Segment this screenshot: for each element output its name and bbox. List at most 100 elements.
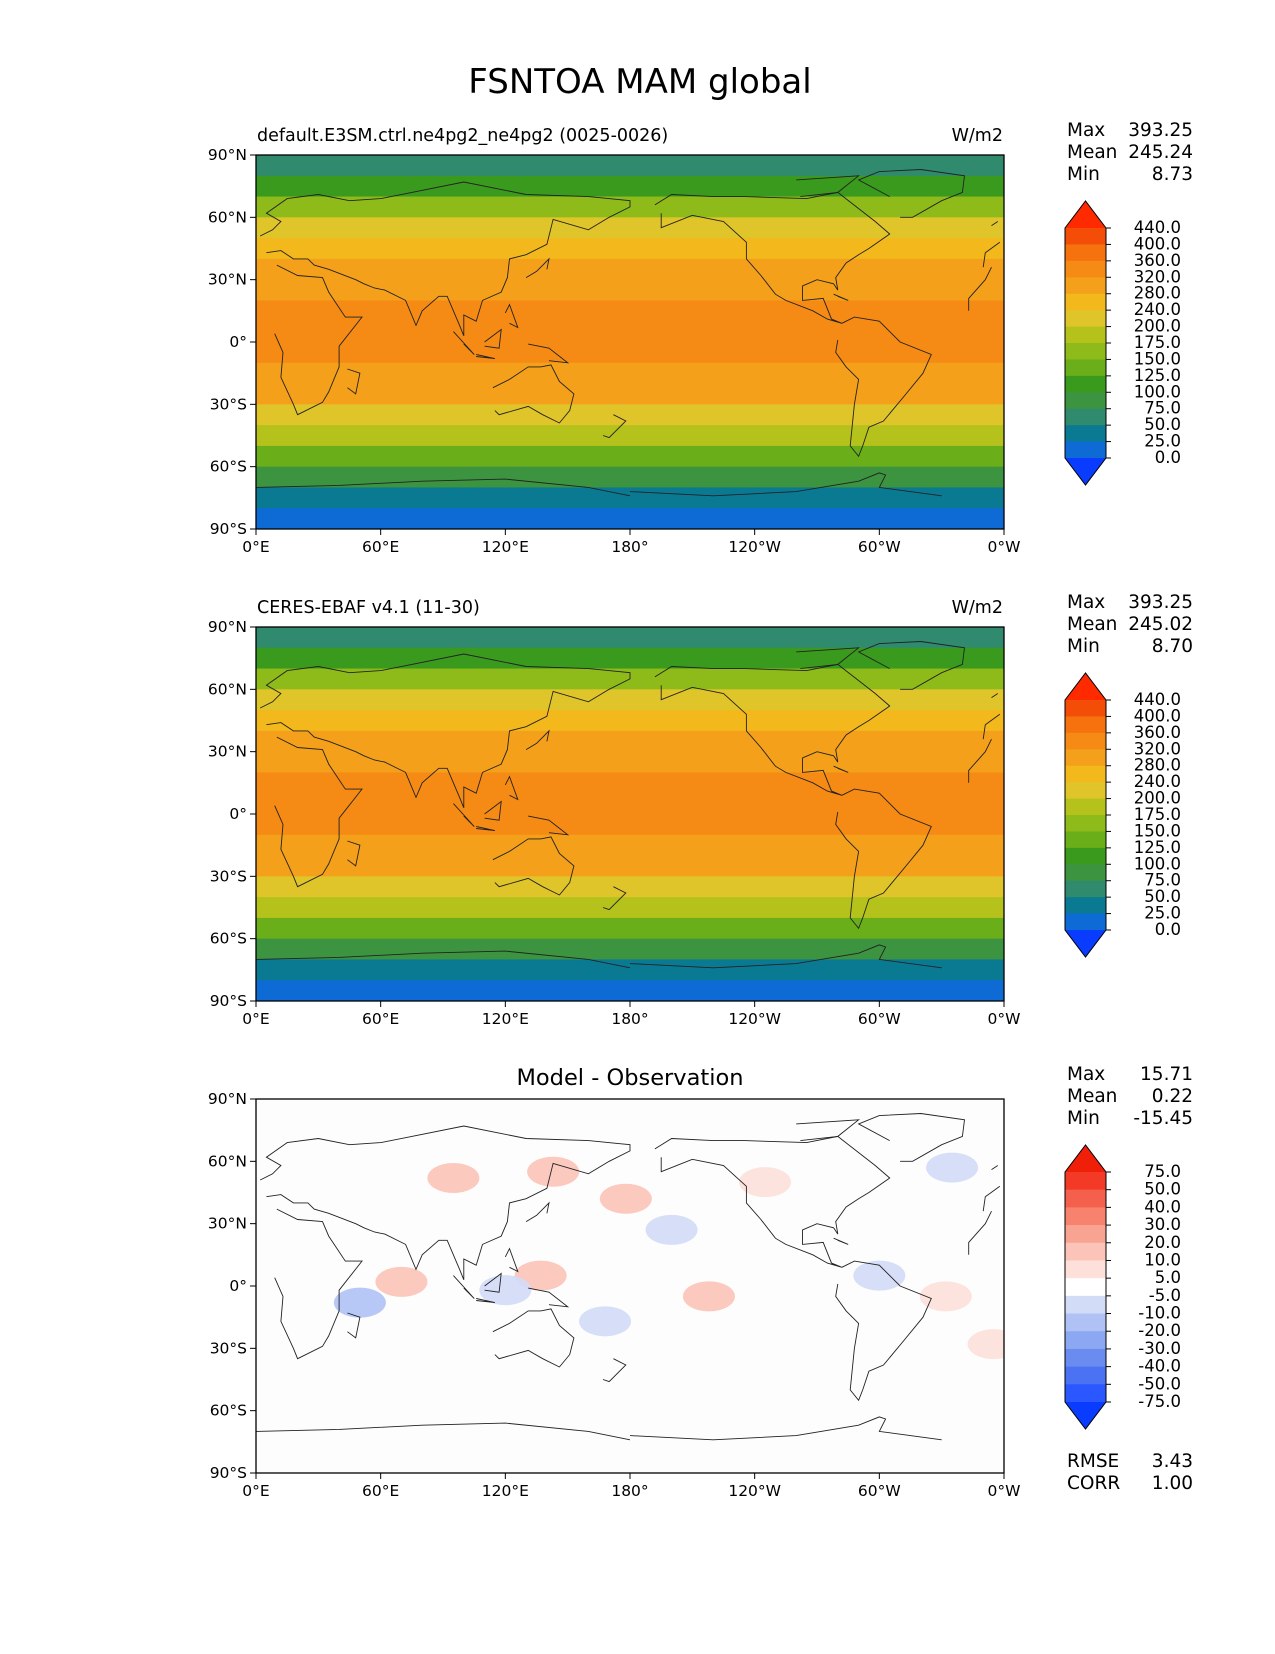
zonal-band [256,959,1004,981]
x-tick-label: 120°E [482,1482,529,1500]
colorbar-segment [1065,913,1106,931]
coastline [525,1201,550,1222]
anomaly-blob [527,1156,580,1187]
coastline [528,343,570,364]
colorbar-segment [1065,1260,1106,1279]
colorbar-segment [1065,260,1106,278]
stat-value-mean: 0.22 [1152,1086,1193,1107]
coastline [347,368,361,395]
stat-value-max: 393.25 [1128,120,1193,141]
colorbar-segment [1065,1348,1106,1368]
stat-label-min: Min [1067,164,1100,185]
colorbar-tick-label: 50.0 [1144,1180,1181,1199]
colorbar-segment [1065,1189,1106,1208]
zonal-band [256,647,1004,670]
panel-difference: Model - Observation 0°E 60°E 120°E 180° 120°… [208,1064,1193,1500]
x-tick-label: 60°W [858,538,901,556]
stat-label-mean: Mean [1067,142,1117,163]
stat-label-corr: CORR [1067,1473,1120,1494]
figure-title: FSNTOA MAM global [468,62,811,102]
colorbar-segment [1065,1172,1106,1191]
zonal-band [256,404,1004,426]
coastline [796,1119,861,1142]
coastline [259,181,631,336]
colorbar-tick-label: 440.0 [1134,218,1181,237]
colorbar-segment [1065,782,1106,799]
colorbar-segment [1065,732,1106,750]
colorbar-tick-label: 75.0 [1144,399,1181,418]
zonal-band [256,466,1004,488]
coastline [528,815,570,836]
colorbar-tick-label: 40.0 [1144,1197,1181,1216]
colorbar-segment [1065,1207,1106,1226]
panel-observation: CERES-EBAF v4.1 (11-30) W/m2 0°E 60°E 120°… [208,592,1193,1028]
coastlines [256,1113,1001,1441]
anomaly-layer [333,1152,1004,1360]
y-tick-label: 30°N [208,743,247,761]
x-tick-label: 180° [611,1482,648,1500]
zonal-band [256,300,1004,322]
zonal-band [256,793,1004,815]
x-tick-label: 180° [611,538,648,556]
colorbar-tick-label: 200.0 [1134,317,1181,336]
colorbar-segment [1065,831,1106,849]
colorbar-segment [1065,864,1106,882]
zonal-band [256,217,1004,239]
coastline [982,713,1001,740]
x-tick-label: 0°W [988,538,1021,556]
coastline [476,354,495,360]
x-tick-label: 120°E [482,1010,529,1028]
coastline [629,1416,942,1441]
coastline [259,653,631,808]
coastline [991,693,999,698]
colorbar-segment [1065,700,1106,717]
coastline [602,1358,627,1383]
colorbar-tick-label: -5.0 [1149,1286,1181,1305]
colorbar-low-extension [1065,930,1106,957]
y-tick-label: 60°N [208,1152,247,1170]
coastline [528,1287,570,1308]
colorbar-tick-label: 175.0 [1134,805,1181,824]
anomaly-blob [645,1214,698,1245]
colorbar-tick-label: 440.0 [1134,690,1181,709]
colorbar-tick-label: -40.0 [1138,1357,1181,1376]
stat-value-min: 8.73 [1152,164,1193,185]
colorbar-tick-label: -75.0 [1138,1392,1181,1411]
colorbar: 440.0400.0360.0320.0280.0240.0200.0175.0… [1064,672,1181,958]
y-tick-label: 60°N [208,208,247,226]
coastline [492,1308,575,1368]
colorbar-tick-label: 25.0 [1144,904,1181,923]
y-tick-label: 30°S [210,395,247,413]
coastline [835,316,932,458]
colorbar-segment [1065,244,1106,262]
colorbar-segment [1065,326,1106,344]
zonal-band [256,730,1004,753]
zonal-band [256,508,1004,529]
coastline [991,221,999,226]
panel-center-title: Model - Observation [517,1065,744,1091]
coastline [492,364,575,424]
colorbar-segment [1065,425,1106,442]
coastline [833,765,849,773]
stat-value-min: -15.45 [1133,1108,1193,1129]
coastline [629,944,942,969]
coastline [991,1165,999,1170]
colorbar-segment [1065,749,1106,767]
coastline [256,1422,631,1441]
panel-left-title: default.E3SM.ctrl.ne4pg2_ne4pg2 (0025-00… [257,126,668,146]
zonal-band [256,980,1004,1001]
coastline [504,775,519,801]
zonal-band [256,834,1004,857]
coastline [274,1208,363,1360]
colorbar-high-extension [1065,673,1106,700]
y-tick-label: 0° [229,1277,247,1295]
zonal-band [256,383,1004,405]
colorbar-segment [1065,1278,1106,1297]
coastline [347,840,361,867]
coastline [453,331,475,355]
zonal-band [256,876,1004,898]
colorbar-tick-label: -30.0 [1138,1339,1181,1358]
anomaly-blob [682,1281,735,1312]
colorbar-segment [1065,228,1106,245]
